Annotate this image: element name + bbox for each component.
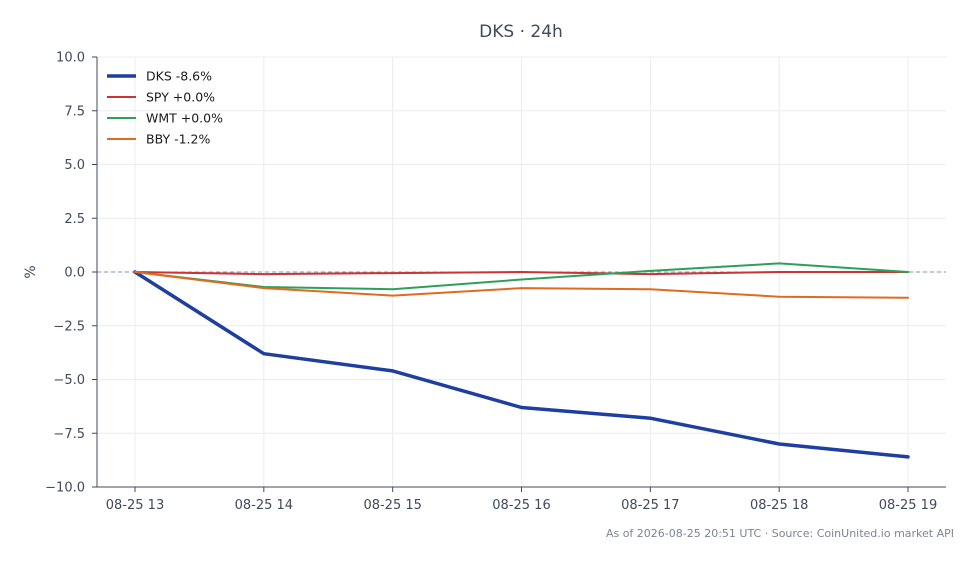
y-tick-label: −5.0: [53, 373, 85, 388]
legend-label: WMT +0.0%: [146, 111, 223, 126]
legend: DKS -8.6% SPY +0.0% WMT +0.0% BBY -1.2%: [107, 69, 223, 147]
legend-label: BBY -1.2%: [146, 132, 210, 147]
y-tick-label: 7.5: [64, 104, 85, 119]
y-axis-ticks: 10.0 7.5 5.0 2.5 0.0 −2.5 −5.0 −7.5 −10.0: [45, 51, 97, 496]
x-tick-label: 08-25 15: [363, 498, 421, 513]
x-tick-label: 08-25 17: [621, 498, 679, 513]
x-tick-label: 08-25 18: [750, 498, 808, 513]
source-footer: As of 2026-08-25 20:51 UTC · Source: Coi…: [606, 527, 954, 540]
chart-title: DKS · 24h: [479, 22, 563, 42]
x-tick-label: 08-25 16: [492, 498, 550, 513]
y-tick-label: 0.0: [64, 266, 85, 281]
y-tick-label: 10.0: [56, 51, 85, 66]
x-tick-label: 08-25 19: [879, 498, 937, 513]
y-tick-label: −10.0: [45, 481, 85, 496]
series-line-bby: [134, 271, 909, 299]
series-line-spy: [134, 271, 909, 276]
y-tick-label: −2.5: [53, 319, 85, 334]
x-tick-label: 08-25 14: [235, 498, 293, 513]
y-tick-label: 2.5: [64, 212, 85, 227]
series-line-dks: [133, 270, 910, 459]
x-tick-label: 08-25 13: [106, 498, 164, 513]
series-line-wmt: [134, 262, 909, 291]
legend-label: SPY +0.0%: [146, 90, 215, 105]
y-tick-label: −7.5: [53, 427, 85, 442]
x-axis-ticks: 08-25 13 08-25 14 08-25 15 08-25 16 08-25 17…: [106, 487, 937, 513]
series-lines: [133, 262, 910, 459]
y-tick-label: 5.0: [64, 158, 85, 173]
y-axis-label: %: [23, 265, 39, 278]
legend-label: DKS -8.6%: [146, 69, 212, 84]
